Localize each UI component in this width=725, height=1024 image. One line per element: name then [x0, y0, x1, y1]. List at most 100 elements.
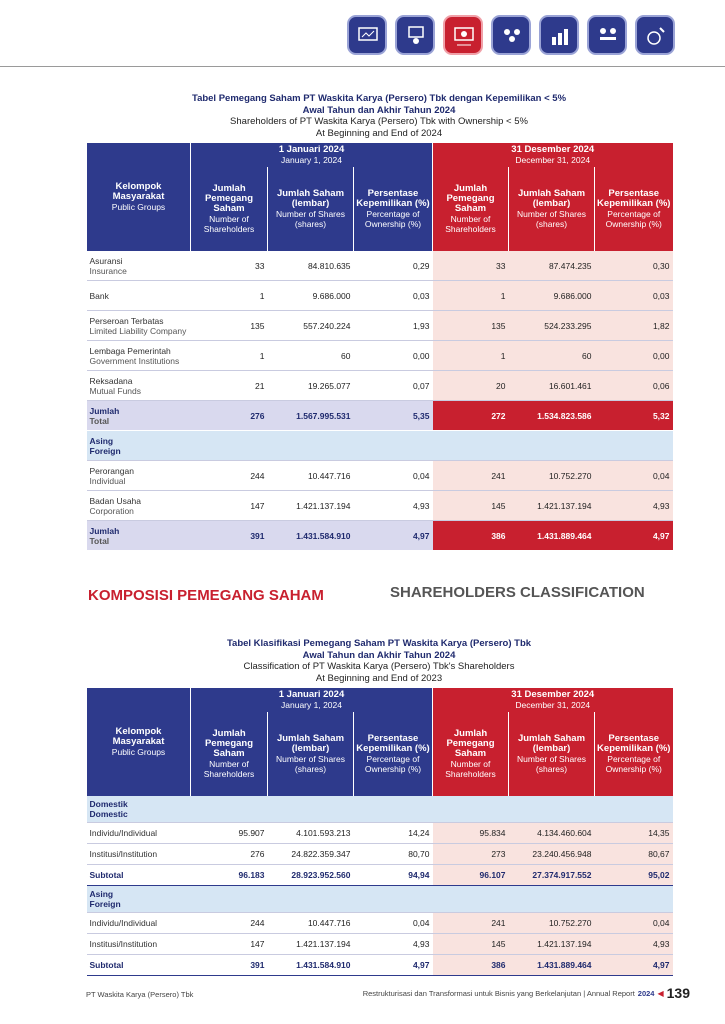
- table-body: Asuransi Insurance 33 84.810.635 0,29 33 87.47…: [86, 251, 673, 551]
- label: Persentase Kepemilikan (%): [597, 733, 671, 754]
- group-header: Kelompok Masyarakat Public Groups: [86, 688, 191, 796]
- cell: 1,93: [353, 310, 433, 341]
- label: Jumlah: [89, 405, 120, 416]
- column-header: Jumlah Saham (lembar) Number of Shares (s…: [508, 712, 595, 796]
- row: Lembaga Pemerintah Government Institution…: [86, 340, 673, 371]
- row: Individu/Individual 244 10.447.716 0,04 241 1…: [86, 912, 673, 934]
- cell: 80,67: [594, 843, 673, 865]
- cell: 241: [432, 460, 509, 491]
- subtitle: Classification of PT Waskita Karya (Pers…: [243, 661, 515, 672]
- cell: 95.907: [190, 822, 268, 844]
- row: Jumlah Total 391 1.431.584.910 4,97 386 1.431.…: [86, 520, 673, 551]
- cell: 1,82: [594, 310, 673, 341]
- label-en: January 1, 2024: [281, 700, 342, 710]
- cell: 24.822.359.347: [267, 843, 354, 865]
- cell: 145: [432, 933, 509, 955]
- header-row: Kelompok Masyarakat Public Groups 1 Januar…: [86, 688, 673, 796]
- label: Jumlah Saham (lembar): [276, 188, 345, 209]
- row-label: Domestik Domestic: [86, 796, 191, 823]
- row-label: Lembaga Pemerintah Government Institution…: [86, 340, 191, 371]
- cell: 9.686.000: [267, 280, 354, 311]
- nav-icon[interactable]: [443, 15, 483, 55]
- label-en: Number of Shareholders: [203, 759, 255, 779]
- row-label: Subtotal: [86, 864, 191, 886]
- column-header: Jumlah Pemegang Saham Number of Sharehold…: [432, 712, 509, 796]
- label: Perorangan: [89, 465, 134, 476]
- cell: 94,94: [353, 864, 433, 886]
- label-en: Percentage of Ownership (%): [605, 209, 662, 229]
- label: Kelompok Masyarakat: [112, 726, 165, 747]
- cell: 0,03: [353, 280, 433, 311]
- label-en: Government Institutions: [89, 355, 180, 366]
- cell: 0,04: [353, 460, 433, 491]
- table-title: Tabel Klasifikasi Pemegang Saham PT Wask…: [86, 638, 672, 684]
- cell: 10.447.716: [267, 460, 354, 491]
- section-fill: [190, 885, 673, 913]
- row: Asing Foreign: [86, 885, 673, 913]
- row-label: Badan Usaha Corporation: [86, 490, 191, 521]
- cell: 33: [432, 251, 509, 281]
- row: Asuransi Insurance 33 84.810.635 0,29 33 87.47…: [86, 251, 673, 281]
- title: Tabel Klasifikasi Pemegang Saham PT Wask…: [226, 638, 532, 649]
- cell: 87.474.235: [508, 251, 595, 281]
- column-header: Jumlah Pemegang Saham Number of Sharehold…: [432, 167, 509, 251]
- label: Jumlah Pemegang Saham: [446, 183, 495, 214]
- row: Subtotal 96.183 28.923.952.560 94,94 96.107 2…: [86, 864, 673, 886]
- cell: 96.183: [190, 864, 268, 886]
- title: Tabel Pemegang Saham PT Waskita Karya (P…: [191, 93, 567, 104]
- cell: 20: [432, 370, 509, 401]
- row: Bank 1 9.686.000 0,03 1 9.686.000 0,03: [86, 280, 673, 311]
- label: Jumlah Pemegang Saham: [204, 183, 254, 214]
- cell: 33: [190, 251, 268, 281]
- nav-icon[interactable]: [587, 15, 627, 55]
- cell: 557.240.224: [267, 310, 354, 341]
- cell: 4,93: [353, 490, 433, 521]
- row: Institusi/Institution 147 1.421.137.194 4,9…: [86, 933, 673, 955]
- header-row: Jumlah Pemegang Saham Number of Sharehold…: [87, 712, 673, 796]
- cell: 84.810.635: [267, 251, 354, 281]
- label-en: Individual: [89, 475, 126, 486]
- row-label: Reksadana Mutual Funds: [86, 370, 191, 401]
- cell: 0,04: [353, 912, 433, 934]
- nav-icon[interactable]: [635, 15, 675, 55]
- label: Jumlah Saham (lembar): [517, 188, 586, 209]
- cell: 244: [190, 912, 268, 934]
- cell: 1: [190, 340, 268, 371]
- table: Kelompok Masyarakat Public Groups 1 Januar…: [86, 688, 673, 976]
- section-fill: [190, 796, 673, 823]
- period-header: 1 Januari 2024 January 1, 2024: [190, 688, 433, 712]
- cell: 0,04: [594, 912, 673, 934]
- title: Awal Tahun dan Akhir Tahun 2024: [302, 104, 456, 116]
- cell: 10.752.270: [508, 912, 595, 934]
- header-row: Kelompok Masyarakat Public Groups 1 Januar…: [86, 143, 673, 251]
- footer-arrow: ◀: [657, 988, 664, 998]
- column-header: Persentase Kepemilikan (%) Percentage of …: [594, 167, 673, 251]
- cell: 1.431.889.464: [508, 954, 595, 976]
- cell: 4,97: [353, 954, 433, 976]
- top-rule: [0, 66, 725, 67]
- cell: 1.534.823.586: [508, 400, 595, 431]
- footer-right: Restrukturisasi dan Transformasi untuk B…: [363, 985, 690, 1001]
- label-en: January 1, 2024: [281, 155, 342, 165]
- cell: 4,97: [594, 954, 673, 976]
- label: Jumlah Saham (lembar): [517, 733, 586, 754]
- nav-icon[interactable]: [491, 15, 531, 55]
- label-en: Total: [89, 415, 110, 426]
- nav-icon[interactable]: [539, 15, 579, 55]
- nav-icon[interactable]: [347, 15, 387, 55]
- cell: 1.421.137.194: [508, 933, 595, 955]
- column-header: Persentase Kepemilikan (%) Percentage of …: [353, 712, 433, 796]
- cell: 135: [432, 310, 509, 341]
- cell: 0,29: [353, 251, 433, 281]
- cell: 19.265.077: [267, 370, 354, 401]
- group-header: Kelompok Masyarakat Public Groups: [86, 143, 191, 251]
- nav-icon[interactable]: [395, 15, 435, 55]
- label: 1 Januari 2024: [278, 144, 345, 155]
- row-label: Institusi/Institution: [86, 843, 191, 865]
- label: Institusi/Institution: [89, 849, 158, 859]
- header-row: Jumlah Pemegang Saham Number of Sharehold…: [87, 167, 673, 251]
- row-label: Jumlah Total: [86, 400, 191, 431]
- label: Asing: [89, 889, 114, 899]
- cell: 241: [432, 912, 509, 934]
- cell: 16.601.461: [508, 370, 595, 401]
